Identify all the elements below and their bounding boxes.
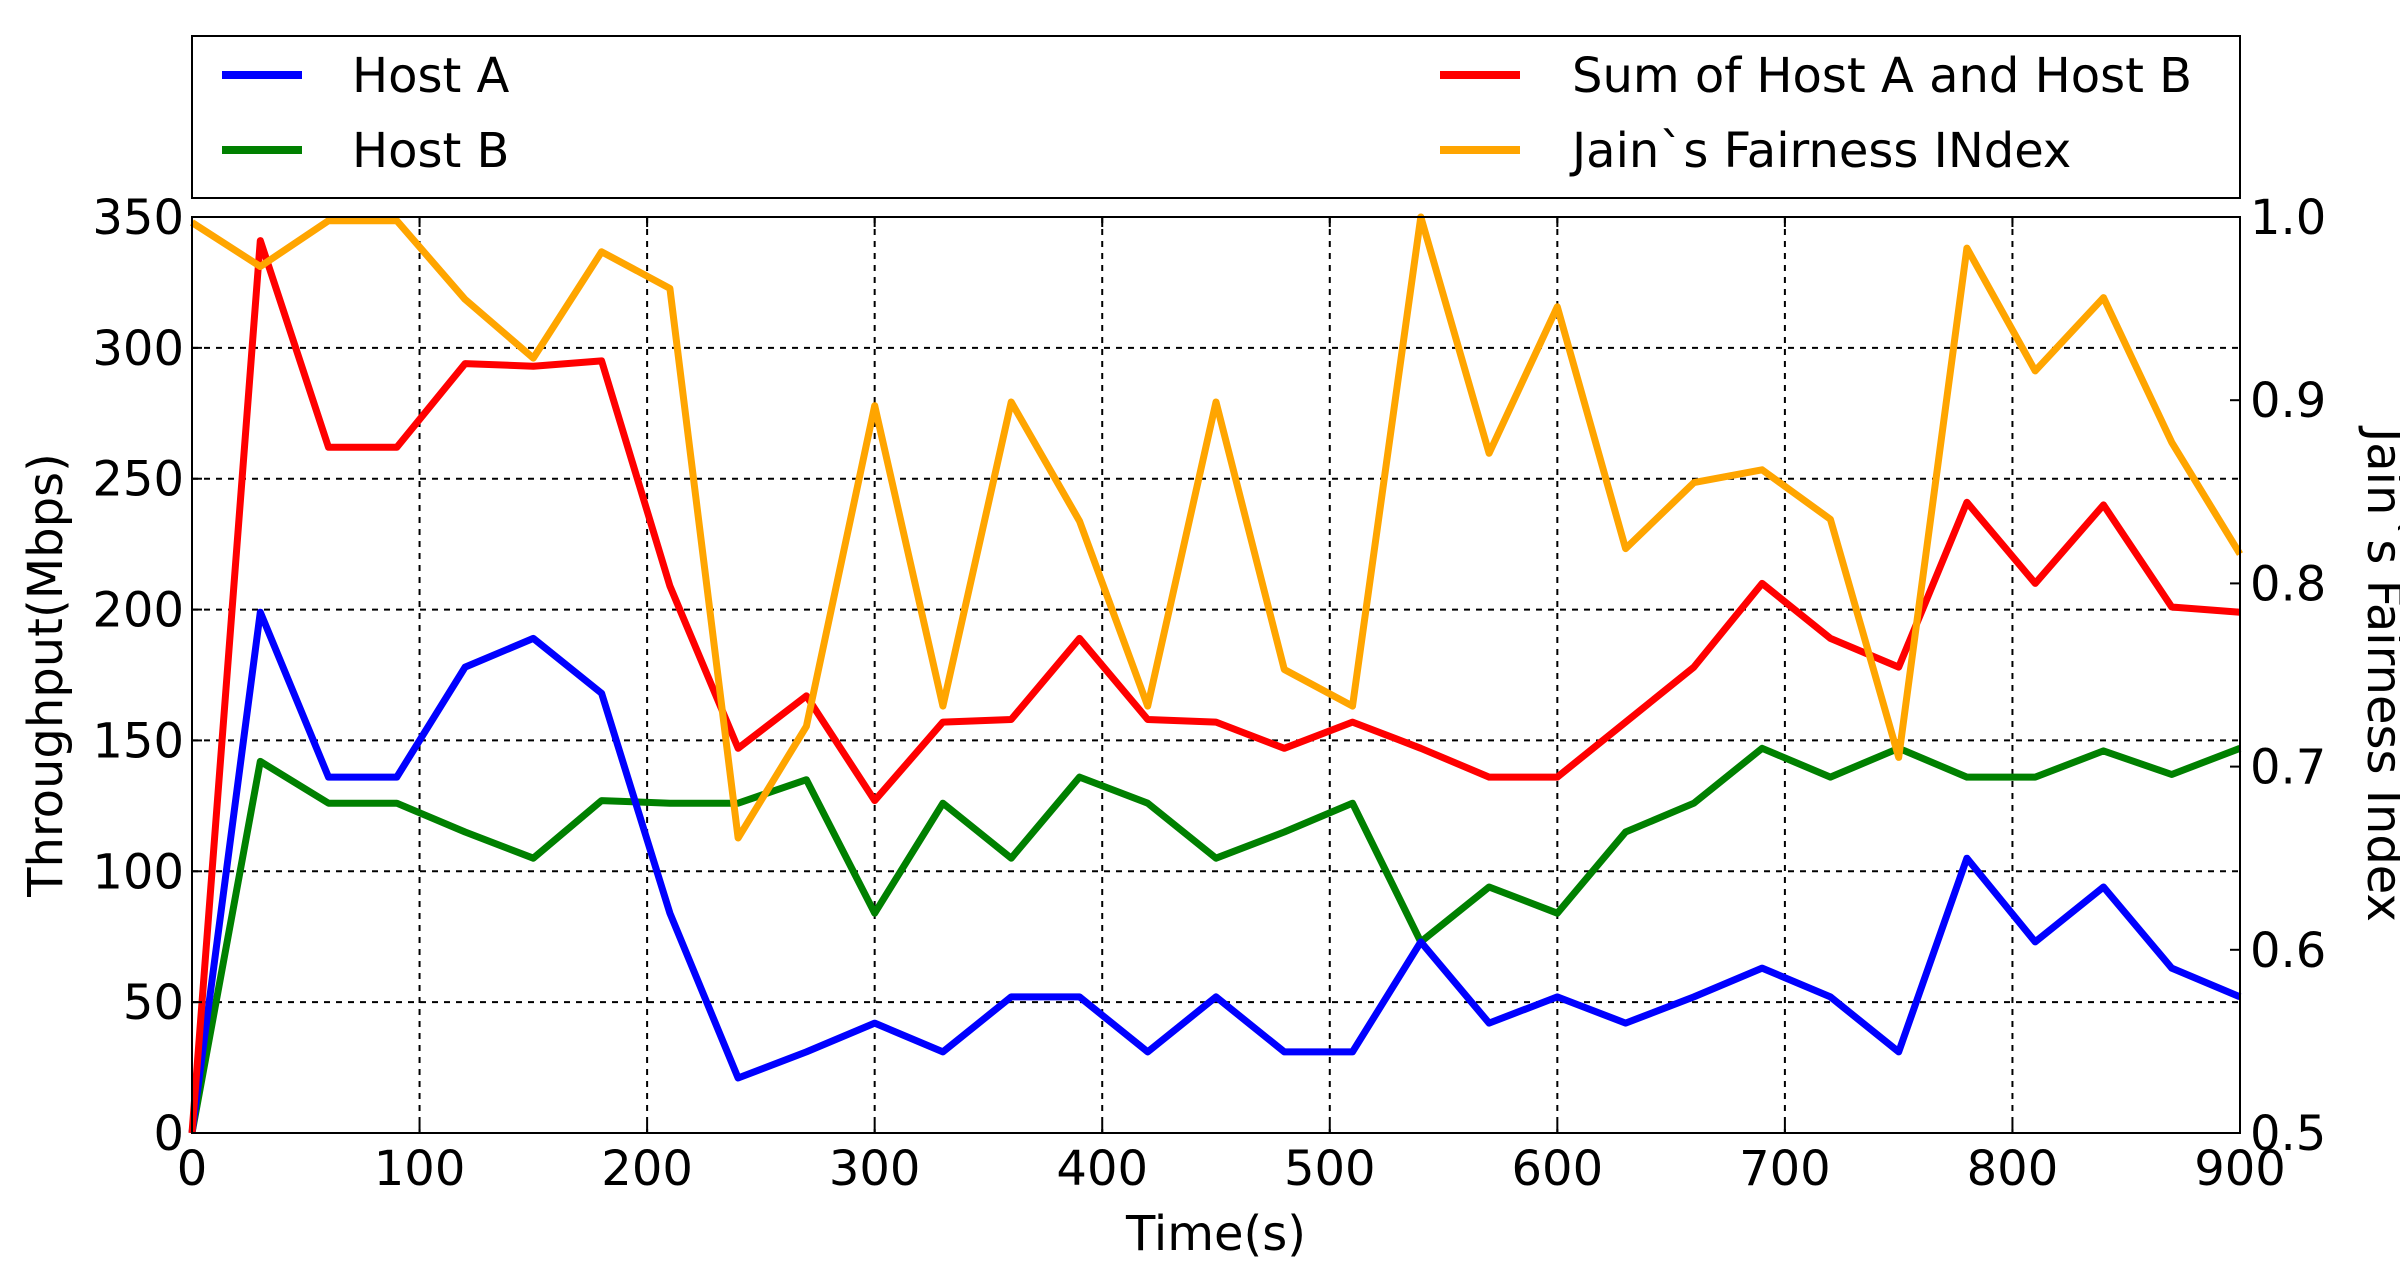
legend-box — [191, 35, 2241, 199]
legend-label: Jain`s Fairness INdex — [1569, 123, 2071, 179]
axis-ticks: 0 100 200 300 400 500 600 700 800 900 0 50 100 150 200… — [92, 190, 2326, 1197]
y2-tick-label: 0.7 — [2250, 740, 2326, 796]
y2-axis-title: Jain`s Fairness Index — [2356, 425, 2400, 922]
y-tick-label: 200 — [92, 583, 184, 639]
y2-tick-label: 0.9 — [2250, 373, 2326, 429]
y-axis-title: Throughput(Mbps) — [18, 453, 74, 898]
x-tick-label: 800 — [1967, 1141, 2059, 1197]
x-tick-label: 900 — [2194, 1141, 2286, 1197]
y2-tick-label: 1.0 — [2250, 190, 2326, 246]
y-tick-label: 50 — [123, 975, 184, 1031]
series-line-sum-of-host-a-and-host-b — [188, 237, 2241, 1134]
legend-label: Host B — [352, 123, 509, 179]
y-tick-label: 350 — [92, 190, 184, 246]
x-tick-label: 500 — [1284, 1141, 1376, 1197]
x-tick-label: 600 — [1512, 1141, 1604, 1197]
x-tick-label: 400 — [1056, 1141, 1148, 1197]
plot-frame — [191, 216, 2241, 1134]
legend-label: Host A — [352, 48, 510, 104]
series-line-jain-s-fairness-index — [190, 213, 2243, 842]
series-line-host-a — [188, 608, 2242, 1134]
y2-tick-label: 0.5 — [2250, 1106, 2326, 1162]
y2-tick-label: 0.8 — [2250, 556, 2326, 612]
x-tick-label: 200 — [601, 1141, 693, 1197]
x-tick-label: 100 — [374, 1141, 466, 1197]
y-tick-label: 100 — [92, 844, 184, 900]
legend-label: Sum of Host A and Host B — [1572, 48, 2192, 104]
y-tick-label: 0 — [153, 1106, 184, 1162]
legend: Host A Host B Sum of Host A and Host B Jain… — [191, 35, 2241, 199]
x-tick-label: 700 — [1739, 1141, 1831, 1197]
y-tick-label: 150 — [92, 713, 184, 769]
x-axis-title: Time(s) — [1125, 1206, 1306, 1262]
y2-tick-label: 0.6 — [2250, 923, 2326, 979]
x-tick-label: 300 — [829, 1141, 921, 1197]
y-tick-label: 250 — [92, 452, 184, 508]
x-tick-label: 0 — [177, 1141, 208, 1197]
series-lines — [188, 213, 2243, 1134]
y-tick-label: 300 — [92, 321, 184, 377]
